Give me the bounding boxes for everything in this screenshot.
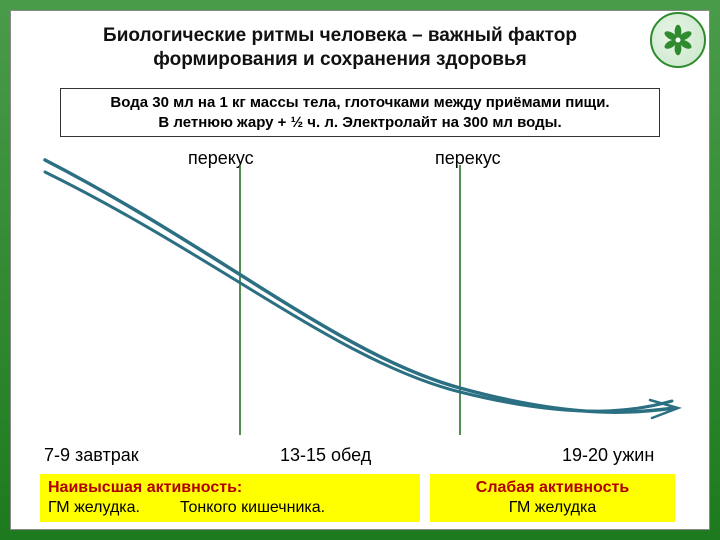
- low-activity-headline: Слабая активность: [438, 478, 667, 498]
- axis-label-lunch: 13-15 обед: [280, 445, 371, 466]
- water-line-1: Вода 30 мл на 1 кг массы тела, глоточкам…: [71, 93, 649, 113]
- water-instructions-box: Вода 30 мл на 1 кг массы тела, глоточкам…: [60, 88, 660, 137]
- axis-label-breakfast: 7-9 завтрак: [44, 445, 139, 466]
- leaf-icon: [661, 23, 695, 57]
- high-activity-organ-1: ГМ желудка.: [48, 498, 140, 518]
- page-title: Биологические ритмы человека – важный фа…: [40, 24, 640, 72]
- high-activity-organ-2: Тонкого кишечника.: [180, 498, 325, 518]
- activity-low-box: Слабая активность ГМ желудка: [430, 474, 675, 522]
- activity-high-box: Наивысшая активность: ГМ желудка. Тонког…: [40, 474, 420, 522]
- brand-logo: [650, 12, 706, 68]
- activity-curve-svg: [40, 140, 680, 440]
- high-activity-headline: Наивысшая активность:: [48, 479, 242, 496]
- chart-area: [40, 140, 680, 440]
- low-activity-organ: ГМ желудка: [438, 498, 667, 518]
- axis-label-dinner: 19-20 ужин: [562, 445, 654, 466]
- water-line-2: В летнюю жару + ½ ч. л. Электролайт на 3…: [71, 113, 649, 133]
